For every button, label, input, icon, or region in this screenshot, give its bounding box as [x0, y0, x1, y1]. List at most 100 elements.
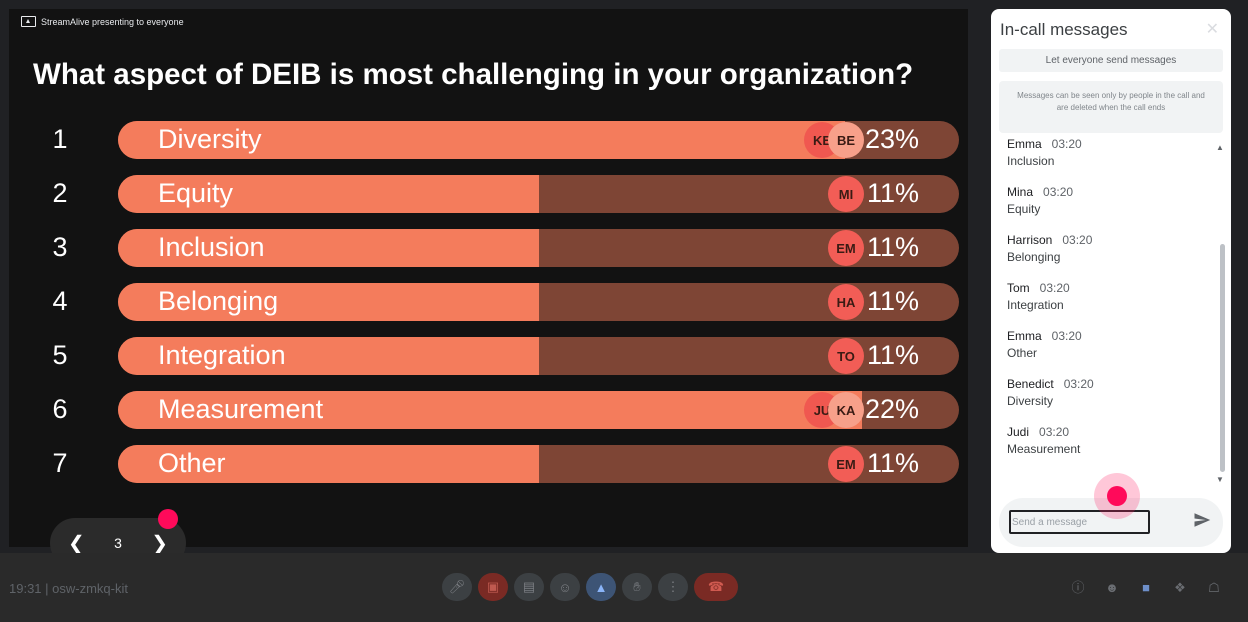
poll-option-row: 1 Diversity BE KE 23% [9, 121, 968, 159]
message-time: 03:20 [1062, 233, 1093, 247]
chevron-left-icon[interactable]: ❮ [67, 532, 85, 555]
option-label: Other [158, 448, 226, 478]
message-header: Emma 03:20 [1007, 329, 1207, 343]
call-controls: 🎤︎ ▣ ▤ ☺ ▲ ✋︎ ⋮ ☎︎ [442, 573, 738, 601]
poll-option-row: 6 Measurement KA JU 22% [9, 391, 968, 429]
meeting-info: 19:31 | osw-zmkq-kit [9, 581, 128, 596]
option-label: Equity [158, 178, 234, 208]
chevron-right-icon[interactable]: ❯ [151, 532, 168, 555]
presenting-label: StreamAlive presenting to everyone [41, 16, 184, 27]
message-time: 03:20 [1063, 377, 1094, 391]
option-bar: Equity MI 11% [118, 175, 959, 213]
voter-avatars: HA [828, 284, 864, 320]
message-time: 03:20 [1039, 425, 1070, 439]
poll-option-row: 2 Equity MI 11% [9, 175, 968, 213]
message-time: 03:20 [1039, 281, 1070, 295]
option-percent: 22% [864, 394, 919, 424]
let-everyone-send-toggle[interactable]: Let everyone send messages [999, 49, 1223, 72]
compose-area [999, 498, 1223, 547]
chat-message: Emma 03:20 Other [1007, 329, 1207, 377]
chat-icon[interactable]: ■ [1142, 580, 1150, 595]
leave-call-button[interactable]: ☎︎ [694, 573, 738, 601]
chat-message: Tom 03:20 Integration [1007, 281, 1207, 329]
voter-avatar: TO [828, 338, 864, 374]
shared-presentation: StreamAlive presenting to everyone What … [9, 9, 968, 568]
microphone-button[interactable]: 🎤︎ [442, 573, 472, 601]
send-icon[interactable] [1193, 511, 1211, 529]
emoji-button[interactable]: ☺ [550, 573, 580, 601]
chat-message: Harrison 03:20 Belonging [1007, 233, 1207, 281]
voter-avatars: TO [828, 338, 864, 374]
info-icon[interactable]: ⓘ [1071, 580, 1085, 595]
message-text: Equity [1007, 202, 1041, 216]
message-sender: Benedict [1007, 377, 1054, 391]
message-time: 03:20 [1051, 137, 1082, 151]
chat-message: Judi 03:20 Measurement [1007, 425, 1207, 473]
option-bar: Measurement KA JU 22% [118, 391, 959, 429]
option-bar-fill [118, 229, 539, 267]
option-number: 6 [52, 394, 68, 424]
meeting-controls-bar: 19:31 | osw-zmkq-kit 🎤︎ ▣ ▤ ☺ ▲ ✋︎ ⋮ ☎︎ … [0, 553, 1248, 622]
option-number: 7 [52, 448, 68, 478]
option-label: Inclusion [158, 232, 265, 262]
raise-hand-button[interactable]: ✋︎ [622, 573, 652, 601]
message-sender: Harrison [1007, 233, 1053, 247]
scroll-down-icon[interactable]: ▼ [1216, 475, 1224, 484]
option-percent: 11% [866, 286, 919, 316]
host-controls-icon[interactable]: ☖ [1208, 580, 1220, 595]
option-bar-fill [118, 445, 539, 483]
message-text: Integration [1007, 298, 1064, 312]
option-number: 3 [52, 232, 68, 262]
poll-option-row: 3 Inclusion EM 11% [9, 229, 968, 267]
activities-icon[interactable]: ❖ [1174, 580, 1186, 595]
option-label: Measurement [158, 394, 324, 424]
presenting-indicator: StreamAlive presenting to everyone [21, 16, 184, 27]
people-icon[interactable]: ☻ [1105, 580, 1119, 595]
message-sender: Emma [1007, 137, 1042, 151]
close-icon[interactable]: ✕ [1205, 21, 1219, 38]
scroll-up-icon[interactable]: ▲ [1216, 143, 1224, 152]
option-percent: 11% [866, 178, 919, 208]
message-text: Belonging [1007, 250, 1061, 264]
message-time: 03:20 [1043, 185, 1074, 199]
voter-avatar: KA [828, 392, 864, 428]
option-label: Integration [158, 340, 286, 370]
voter-avatars: MI [828, 176, 864, 212]
voter-avatars: BE KE [804, 122, 864, 158]
message-text: Diversity [1007, 394, 1054, 408]
option-bar: Diversity BE KE 23% [118, 121, 959, 159]
option-bar: Belonging HA 11% [118, 283, 959, 321]
present-screen-icon [21, 16, 36, 27]
voter-avatars: KA JU [804, 392, 864, 428]
message-header: Harrison 03:20 [1007, 233, 1207, 247]
message-header: Judi 03:20 [1007, 425, 1207, 439]
click-indicator-dot [1107, 486, 1127, 506]
message-sender: Mina [1007, 185, 1034, 199]
option-bar-fill [118, 337, 539, 375]
captions-button[interactable]: ▤ [514, 573, 544, 601]
option-label: Diversity [158, 124, 262, 154]
poll-option-row: 7 Other EM 11% [9, 445, 968, 483]
option-bar-fill [118, 391, 863, 429]
option-number: 4 [52, 286, 68, 316]
option-percent: 11% [866, 232, 919, 262]
option-label: Belonging [158, 286, 279, 316]
message-input[interactable] [1009, 510, 1150, 534]
chat-message: Mina 03:20 Equity [1007, 185, 1207, 233]
camera-off-button[interactable]: ▣ [478, 573, 508, 601]
poll-option-row: 5 Integration TO 11% [9, 337, 968, 375]
more-options-button[interactable]: ⋮ [658, 573, 688, 601]
option-bar-fill [118, 121, 846, 159]
option-percent: 11% [866, 340, 919, 370]
option-number: 2 [52, 178, 68, 208]
message-sender: Judi [1007, 425, 1030, 439]
voter-avatar: MI [828, 176, 864, 212]
scrollbar-thumb[interactable] [1220, 244, 1225, 472]
message-list[interactable]: Emma 03:20 Inclusion Mina 03:20 Equity Harriso… [1007, 137, 1207, 473]
message-text: Other [1007, 346, 1038, 360]
message-header: Tom 03:20 [1007, 281, 1207, 295]
present-button[interactable]: ▲ [586, 573, 616, 601]
option-number: 5 [52, 340, 68, 370]
option-bar-fill [118, 283, 539, 321]
